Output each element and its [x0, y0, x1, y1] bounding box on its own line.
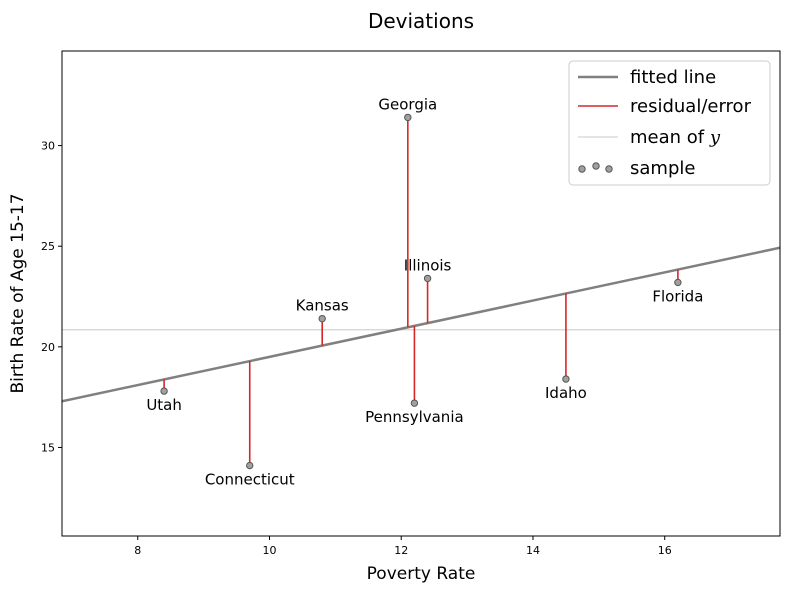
residual-layer [163, 117, 679, 466]
point-label-idaho: Idaho [545, 384, 587, 402]
y-tick-label: 30 [41, 140, 55, 153]
x-tick-label: 16 [658, 544, 672, 557]
point-illinois [423, 274, 432, 283]
y-axis-ticks: 15 20 25 30 [41, 140, 62, 454]
legend-sample-swatch [578, 162, 613, 173]
x-tick-label: 12 [394, 544, 408, 557]
point-connecticut [246, 461, 254, 470]
point-label-illinois: Illinois [404, 256, 452, 274]
point-label-pennsylvania: Pennsylvania [365, 408, 464, 426]
point-kansas [318, 314, 326, 323]
point-idaho [562, 375, 570, 383]
plot-area: Utah Connecticut Kansas Georgia Pennsylvania… [61, 50, 781, 537]
label-layer: Utah Connecticut Kansas Georgia Pennsylvania… [146, 95, 703, 488]
legend-sample-label: sample [630, 158, 695, 179]
x-axis-label: Poverty Rate [367, 564, 476, 584]
x-tick-label: 10 [262, 544, 276, 557]
plot-frame [61, 50, 781, 537]
fitted-line [62, 246, 780, 403]
legend-fitted-line-label: fitted line [630, 67, 716, 88]
legend: fitted line residual/error mean of y sam… [568, 60, 771, 186]
y-tick-label: 20 [41, 341, 55, 354]
point-utah [160, 387, 168, 395]
fit-layer [62, 246, 780, 403]
point-label-georgia: Georgia [378, 95, 437, 113]
legend-box [568, 60, 771, 186]
point-florida [674, 278, 682, 287]
point-label-utah: Utah [146, 396, 182, 414]
y-tick-label: 15 [41, 441, 55, 454]
point-label-florida: Florida [652, 287, 703, 305]
point-georgia [404, 113, 412, 122]
x-tick-label: 8 [134, 544, 141, 557]
point-pennsylvania [410, 399, 419, 407]
point-label-kansas: Kansas [296, 297, 349, 315]
chart-title: Deviations [368, 9, 474, 33]
point-layer [160, 113, 682, 470]
y-tick-label: 25 [41, 240, 55, 253]
y-axis-label: Birth Rate of Age 15-17 [8, 193, 28, 393]
legend-mean-label: mean of y [630, 127, 721, 148]
x-tick-label: 14 [526, 544, 540, 557]
legend-residual-label: residual/error [630, 96, 752, 117]
point-label-connecticut: Connecticut [205, 471, 295, 489]
x-axis-ticks: 8 10 12 14 16 [134, 536, 672, 557]
